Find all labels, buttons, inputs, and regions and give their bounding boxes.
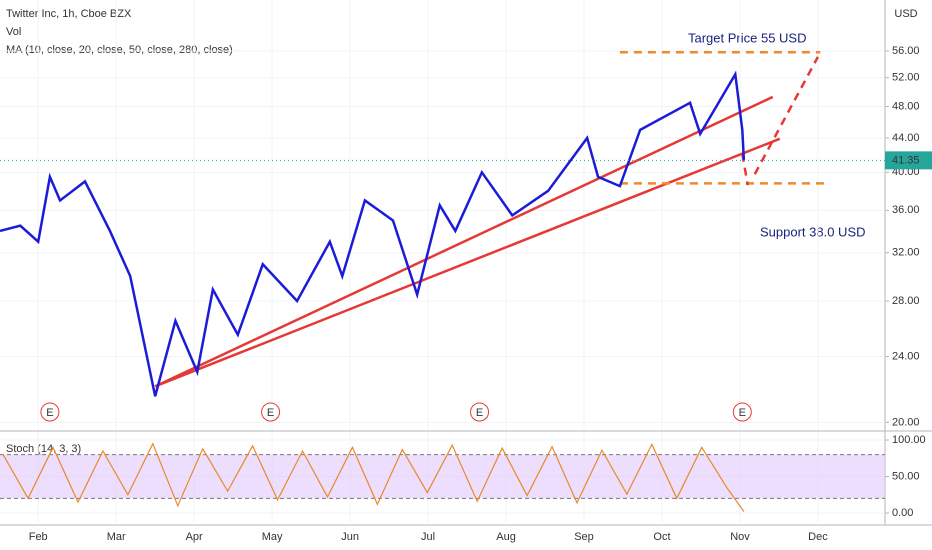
- y-tick-label: 28.00: [892, 295, 920, 307]
- x-tick-label: Oct: [653, 531, 670, 543]
- drawn-line: [154, 137, 781, 388]
- earnings-marker: [40, 402, 60, 422]
- earnings-label: E: [739, 407, 746, 419]
- symbol-title: Twitter Inc, 1h, Cboe BZX: [6, 8, 132, 20]
- x-tick-label: Nov: [730, 531, 750, 543]
- y-tick-label: 50.00: [892, 470, 920, 482]
- y-tick-label: 32.00: [892, 247, 920, 259]
- y-tick-label: 56.00: [892, 45, 920, 57]
- x-tick-label: Dec: [808, 531, 828, 543]
- y-tick-label: 100.00: [892, 434, 926, 446]
- x-tick-label: Sep: [574, 531, 594, 543]
- currency-label[interactable]: USD: [894, 8, 917, 20]
- y-tick-label: 24.00: [892, 350, 920, 362]
- legend-ma: MA (10, close, 20, close, 50, close, 280…: [6, 44, 233, 56]
- y-tick-label: 20.00: [892, 416, 920, 428]
- last-price-box: [885, 151, 932, 170]
- last-price-label: 41.35: [892, 154, 920, 166]
- drawn-line: [154, 95, 774, 388]
- x-tick-label: Jul: [421, 531, 435, 543]
- x-tick-label: Feb: [29, 531, 48, 543]
- stoch-band: [0, 454, 885, 499]
- stoch-title: Stoch (14, 3, 3): [6, 443, 81, 455]
- earnings-label: E: [476, 407, 483, 419]
- earnings-label: E: [267, 407, 274, 419]
- x-tick-label: Apr: [186, 531, 203, 543]
- y-tick-label: 36.00: [892, 204, 920, 216]
- x-tick-label: Aug: [496, 531, 516, 543]
- legend-vol: Vol: [6, 26, 21, 38]
- x-tick-label: Mar: [107, 531, 126, 543]
- y-tick-label: 44.00: [892, 132, 920, 144]
- y-tick-label: 52.00: [892, 72, 920, 84]
- earnings-label: E: [46, 407, 53, 419]
- y-tick-label: 48.00: [892, 100, 920, 112]
- series-line: [0, 70, 746, 397]
- earnings-marker: [470, 402, 490, 422]
- x-tick-label: May: [262, 531, 283, 543]
- earnings-marker: [261, 402, 281, 422]
- x-tick-label: Jun: [341, 531, 359, 543]
- earnings-marker: [732, 402, 752, 422]
- y-tick-label: 0.00: [892, 507, 913, 519]
- series-line: [2, 442, 745, 512]
- support-annotation: Support 38.0 USD: [760, 224, 866, 239]
- target-annotation: Target Price 55 USD: [688, 30, 807, 45]
